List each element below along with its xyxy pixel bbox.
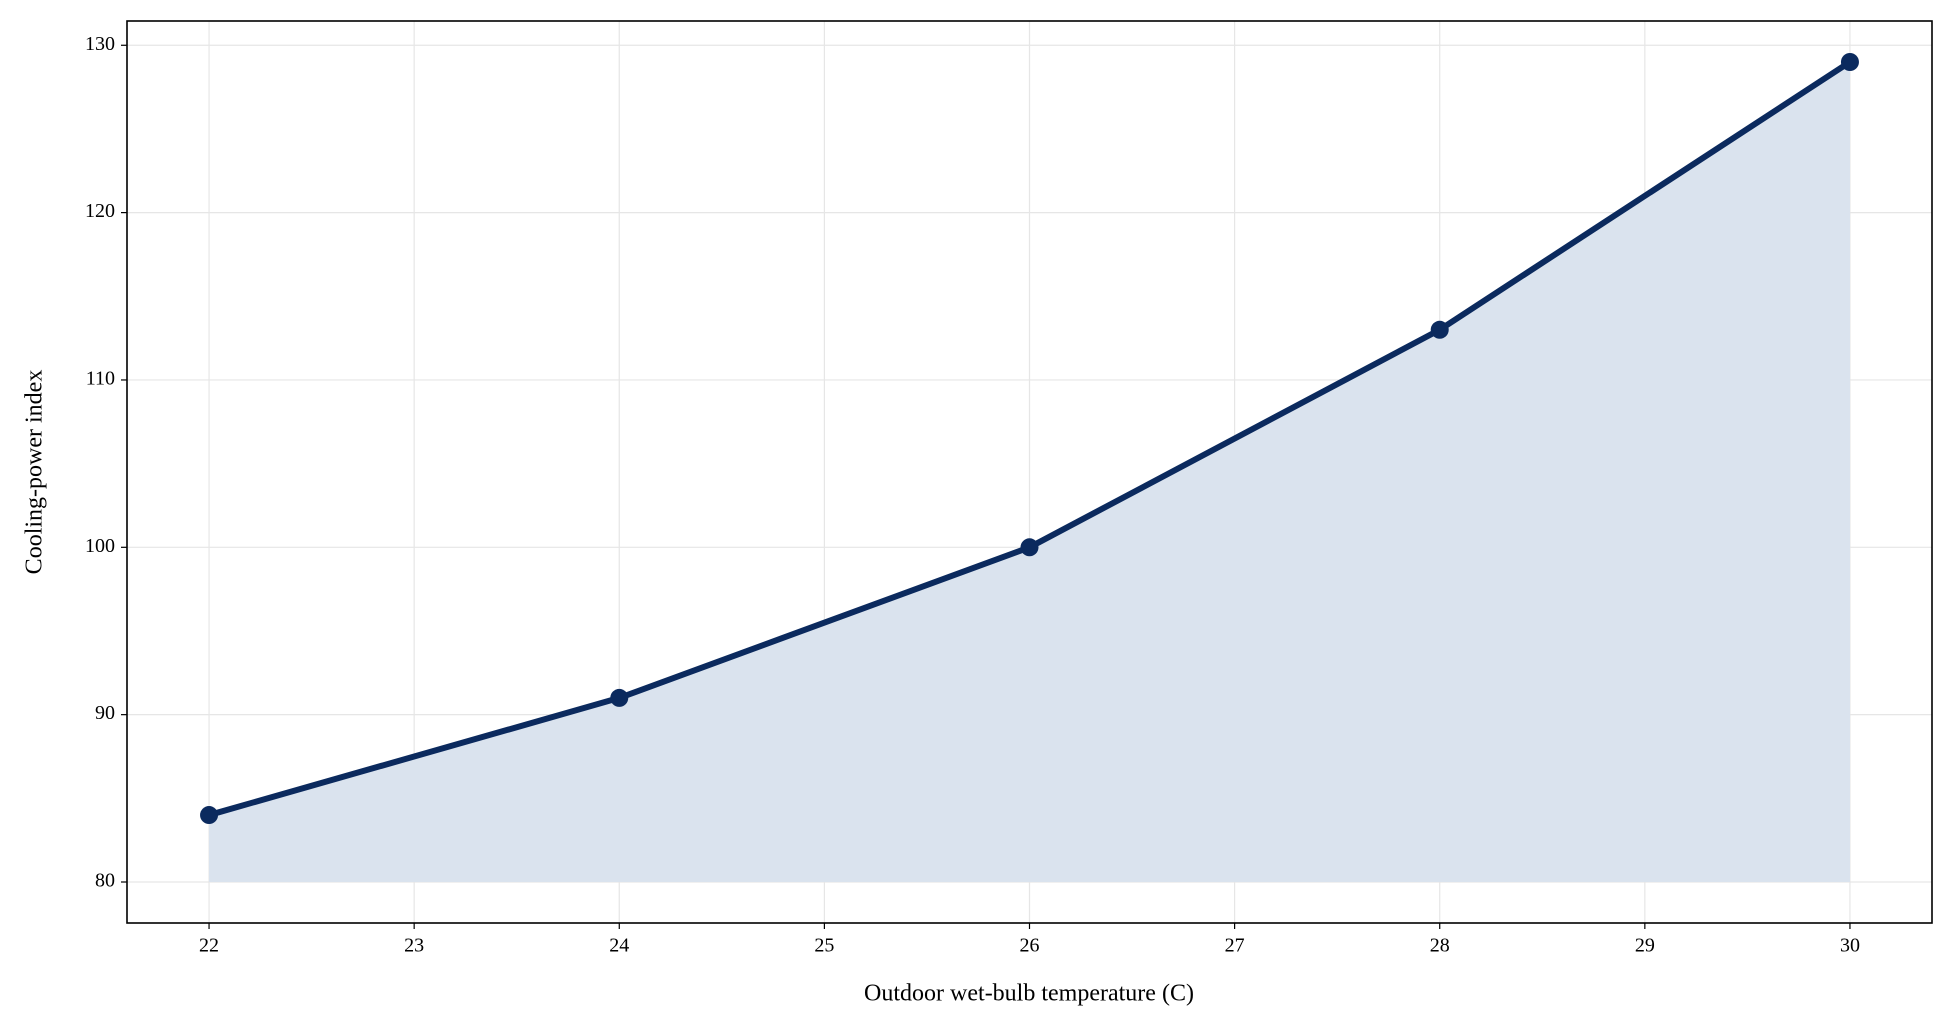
y-tick-label: 90 bbox=[95, 702, 115, 724]
point bbox=[1430, 320, 1449, 339]
y-tick-label: 110 bbox=[86, 368, 115, 390]
x-tick-label: 28 bbox=[1430, 935, 1450, 957]
x-tick-label: 25 bbox=[814, 935, 834, 957]
point bbox=[1840, 53, 1859, 71]
x-tick-label: 30 bbox=[1840, 935, 1860, 957]
x-tick-label: 29 bbox=[1635, 935, 1655, 957]
x-tick-label: 26 bbox=[1020, 935, 1040, 957]
x-tick-label: 22 bbox=[199, 935, 219, 957]
area bbox=[209, 62, 1850, 882]
y-tick-label: 130 bbox=[85, 33, 115, 55]
y-axis-label: Cooling-power index bbox=[22, 370, 48, 575]
point bbox=[1020, 538, 1039, 557]
point bbox=[610, 688, 629, 707]
y-tick-label: 80 bbox=[95, 870, 115, 892]
y-tick-label: 100 bbox=[85, 535, 115, 557]
y-tick-label: 120 bbox=[85, 200, 115, 222]
x-tick-label: 24 bbox=[609, 935, 629, 957]
x-axis-label: Outdoor wet-bulb temperature (C) bbox=[864, 981, 1194, 1007]
x-tick-label: 23 bbox=[404, 935, 424, 957]
x-tick-label: 27 bbox=[1225, 935, 1245, 957]
point bbox=[200, 806, 219, 825]
plot-frame bbox=[126, 20, 1933, 924]
